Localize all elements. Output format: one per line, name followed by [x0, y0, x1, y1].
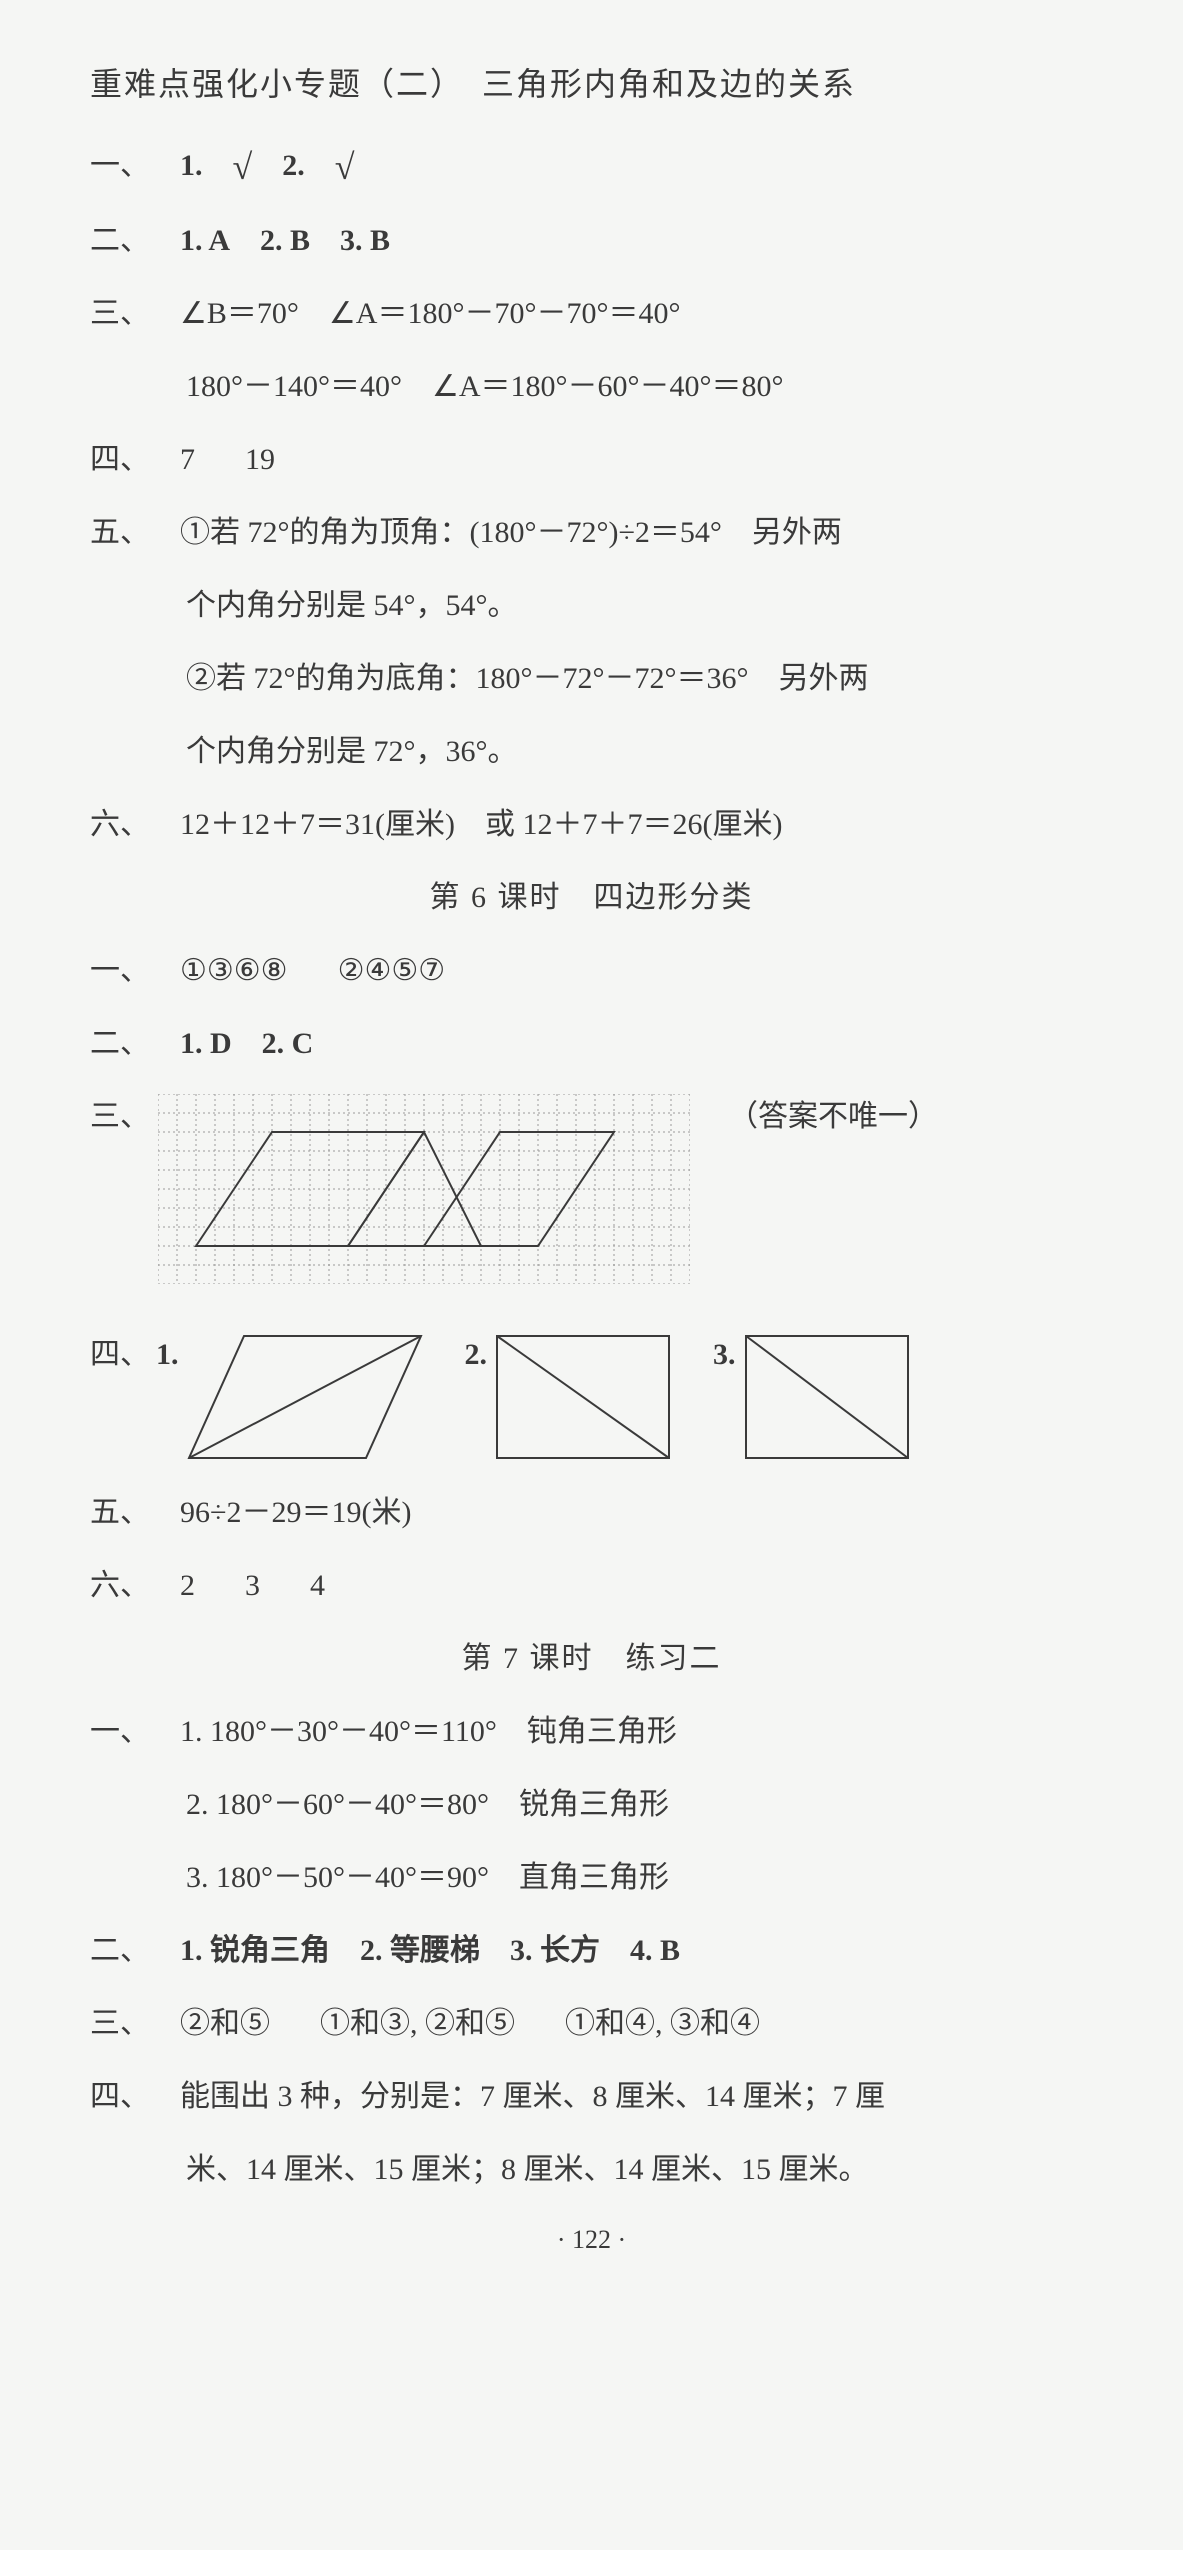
text: 2. 180°－60°－40°＝80° 锐角三角形	[186, 1782, 669, 1827]
b-section-1: 一、 ①③⑥⑧ ②④⑤⑦	[90, 948, 1093, 993]
text: ②若 72°的角为底角：180°－72°－72°＝36° 另外两	[186, 656, 869, 701]
expr: 180°－140°＝40°	[186, 364, 402, 409]
grid-svg	[158, 1094, 690, 1284]
prefix: 二、	[90, 1021, 150, 1066]
group: ②和⑤	[180, 2001, 270, 2046]
prefix: 二、	[90, 218, 150, 263]
text: 12＋12＋7＝31(厘米) 或 12＋7＋7＝26(厘米)	[180, 802, 782, 847]
expr: ∠A＝180°－60°－40°＝80°	[432, 364, 784, 409]
expr: ∠B＝70°	[180, 291, 299, 336]
prefix: 五、	[90, 510, 150, 555]
text: 3. 180°－50°－40°＝90° 直角三角形	[186, 1855, 669, 1900]
prefix: 五、	[90, 1490, 150, 1535]
text: 个内角分别是 54°，54°。	[186, 583, 518, 628]
group: ①和③, ②和⑤	[320, 2001, 515, 2046]
answer: 1. D	[180, 1021, 232, 1066]
section-2: 二、 1. A 2. B 3. B	[90, 218, 1093, 263]
group: ②④⑤⑦	[338, 948, 446, 993]
b-section-2: 二、 1. D 2. C	[90, 1021, 1093, 1066]
note: （答案不唯一）	[728, 1094, 938, 1139]
text: 1. 180°－30°－40°＝110° 钝角三角形	[180, 1709, 677, 1754]
b-section-4: 四、 1. 2. 3.	[90, 1332, 1093, 1462]
prefix: 四、	[90, 1332, 150, 1377]
page-title: 重难点强化小专题（二） 三角形内角和及边的关系	[90, 60, 1093, 108]
section-3-line1: 三、 ∠B＝70° ∠A＝180°－70°－70°＝40°	[90, 291, 1093, 336]
c-section-1-line3: 3. 180°－50°－40°＝90° 直角三角形	[90, 1855, 1093, 1900]
prefix: 一、	[90, 1709, 150, 1754]
value: 7	[180, 437, 195, 482]
c-section-1-line2: 2. 180°－60°－40°＝80° 锐角三角形	[90, 1782, 1093, 1827]
answer: 4. B	[630, 1928, 680, 1973]
parallelogram-shape	[185, 1332, 425, 1462]
prefix: 四、	[90, 2074, 150, 2119]
section-4: 四、 7 19	[90, 437, 1093, 482]
c-section-2: 二、 1. 锐角三角 2. 等腰梯 3. 长方 4. B	[90, 1928, 1093, 1973]
section-1: 一、 1. √ 2. √	[90, 136, 1093, 190]
rectangle-shape	[493, 1332, 673, 1462]
expr: ∠A＝180°－70°－70°＝40°	[329, 291, 681, 336]
section-3-line2: 180°－140°＝40° ∠A＝180°－60°－40°＝80°	[90, 364, 1093, 409]
answer: 3. B	[340, 218, 390, 263]
section-6: 六、 12＋12＋7＝31(厘米) 或 12＋7＋7＝26(厘米)	[90, 802, 1093, 847]
value: 3	[245, 1563, 260, 1608]
page-number: · 122 ·	[90, 2220, 1093, 2259]
c-section-1-line1: 一、 1. 180°－30°－40°＝110° 钝角三角形	[90, 1709, 1093, 1754]
prefix: 六、	[90, 802, 150, 847]
prefix: 三、	[90, 2001, 150, 2046]
prefix: 六、	[90, 1563, 150, 1608]
section-5-line2: 个内角分别是 54°，54°。	[90, 583, 1093, 628]
value: 19	[245, 437, 275, 482]
group: ①③⑥⑧	[180, 948, 288, 993]
answer: 1. A	[180, 218, 230, 263]
check-icon: √	[335, 140, 355, 194]
text: 个内角分别是 72°，36°。	[186, 729, 518, 774]
section-5-line4: 个内角分别是 72°，36°。	[90, 729, 1093, 774]
answer: 2. 等腰梯	[360, 1928, 480, 1973]
answer: 1. 锐角三角	[180, 1928, 330, 1973]
num: 1.	[156, 1332, 179, 1377]
b-section-5: 五、 96÷2－29＝19(米)	[90, 1490, 1093, 1535]
lesson-7-header: 第 7 课时 练习二	[90, 1636, 1093, 1681]
section-5-line3: ②若 72°的角为底角：180°－72°－72°＝36° 另外两	[90, 656, 1093, 701]
check-icon: √	[233, 140, 253, 194]
answer: 2. B	[260, 218, 310, 263]
grid-drawing	[158, 1094, 698, 1304]
answer: 3. 长方	[510, 1928, 600, 1973]
square-shape	[742, 1332, 912, 1462]
prefix: 一、	[90, 143, 150, 188]
text: ①若 72°的角为顶角：(180°－72°)÷2＝54° 另外两	[180, 510, 842, 555]
b-section-6: 六、 2 3 4	[90, 1563, 1093, 1608]
text: 米、14 厘米、15 厘米；8 厘米、14 厘米、15 厘米。	[186, 2147, 869, 2192]
q2n: 2.	[282, 143, 305, 188]
group: ①和④, ③和④	[565, 2001, 760, 2046]
c-section-4-line1: 四、 能围出 3 种，分别是：7 厘米、8 厘米、14 厘米；7 厘	[90, 2074, 1093, 2119]
value: 4	[310, 1563, 325, 1608]
b-section-3: 三、 （答案不唯一）	[90, 1094, 1093, 1304]
prefix: 四、	[90, 437, 150, 482]
prefix: 一、	[90, 948, 150, 993]
num: 3.	[713, 1332, 736, 1377]
lesson-6-header: 第 6 课时 四边形分类	[90, 875, 1093, 920]
prefix: 三、	[90, 291, 150, 336]
q1n: 1.	[180, 143, 203, 188]
text: 能围出 3 种，分别是：7 厘米、8 厘米、14 厘米；7 厘	[180, 2074, 885, 2119]
answer: 2. C	[262, 1021, 314, 1066]
prefix: 三、	[90, 1094, 150, 1139]
c-section-4-line2: 米、14 厘米、15 厘米；8 厘米、14 厘米、15 厘米。	[90, 2147, 1093, 2192]
text: 96÷2－29＝19(米)	[180, 1490, 411, 1535]
section-5-line1: 五、 ①若 72°的角为顶角：(180°－72°)÷2＝54° 另外两	[90, 510, 1093, 555]
prefix: 二、	[90, 1928, 150, 1973]
value: 2	[180, 1563, 195, 1608]
c-section-3: 三、 ②和⑤ ①和③, ②和⑤ ①和④, ③和④	[90, 2001, 1093, 2046]
num: 2.	[465, 1332, 488, 1377]
